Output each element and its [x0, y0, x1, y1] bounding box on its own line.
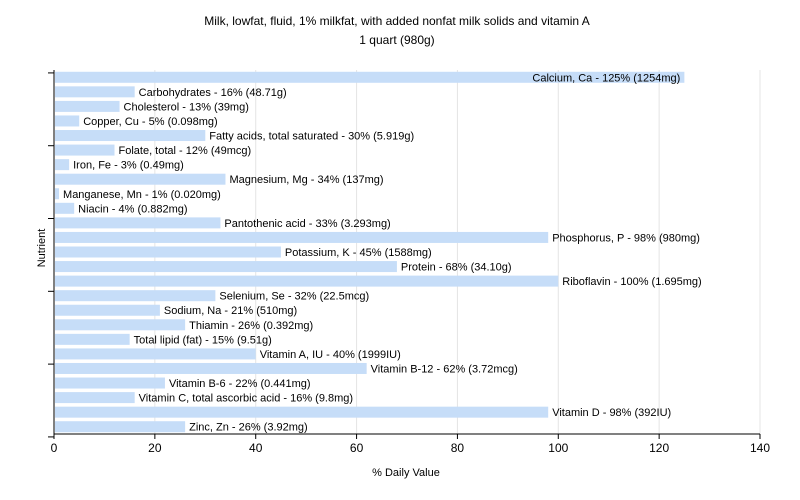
x-tick-label: 140	[750, 441, 770, 455]
bar	[55, 202, 75, 214]
bar-label: Phosphorus, P - 98% (980mg)	[552, 232, 700, 244]
bar-label: Carbohydrates - 16% (48.71g)	[139, 87, 287, 99]
chart-title: Milk, lowfat, fluid, 1% milkfat, with ad…	[204, 14, 590, 28]
bar	[55, 188, 60, 200]
bar-label: Niacin - 4% (0.882mg)	[78, 203, 187, 215]
bar	[55, 217, 221, 229]
bar-label: Fatty acids, total saturated - 30% (5.91…	[209, 131, 414, 143]
gridlines	[154, 70, 761, 434]
bar	[55, 86, 135, 98]
bar	[55, 392, 135, 404]
bar	[55, 231, 549, 243]
bar-label: Potassium, K - 45% (1588mg)	[285, 247, 432, 259]
bar-label: Vitamin C, total ascorbic acid - 16% (9.…	[139, 393, 353, 405]
bar	[55, 290, 216, 302]
bars-group: Calcium, Ca - 125% (1254mg) Carbohydrates…	[55, 71, 702, 434]
bar-label: Zinc, Zn - 26% (3.92mg)	[189, 422, 308, 434]
bar-label: Pantothenic acid - 33% (3.293mg)	[224, 218, 390, 230]
x-tick-label: 120	[649, 441, 669, 455]
x-axis-label: % Daily Value	[372, 467, 440, 479]
bar	[55, 362, 367, 374]
bar-label: Vitamin D - 98% (392IU)	[552, 407, 671, 419]
x-tick-label: 80	[451, 441, 465, 455]
axes: 0 20 40 60 80 100 120 140	[48, 70, 770, 455]
bar	[55, 115, 80, 127]
bar-label: Manganese, Mn - 1% (0.020mg)	[63, 189, 221, 201]
bar	[55, 71, 685, 83]
bar-label: Copper, Cu - 5% (0.098mg)	[83, 116, 218, 128]
bar-label: Riboflavin - 100% (1.695mg)	[562, 276, 701, 288]
bar-label: Calcium, Ca - 125% (1254mg)	[532, 72, 680, 84]
bar-label: Vitamin B-12 - 62% (3.72mcg)	[371, 363, 518, 375]
bar	[55, 130, 206, 142]
x-tick-label: 20	[148, 441, 162, 455]
x-tick-label: 60	[350, 441, 364, 455]
bar	[55, 406, 549, 418]
x-tick-label: 0	[51, 441, 58, 455]
bar	[55, 246, 281, 258]
chart-subtitle: 1 quart (980g)	[359, 33, 434, 47]
bar-label: Selenium, Se - 32% (22.5mcg)	[219, 291, 369, 303]
bar-label: Iron, Fe - 3% (0.49mg)	[73, 160, 184, 172]
bar-label: Total lipid (fat) - 15% (9.51g)	[134, 334, 272, 346]
bar	[55, 261, 397, 273]
bar-label: Vitamin B-6 - 22% (0.441mg)	[169, 378, 311, 390]
bar-label: Thiamin - 26% (0.392mg)	[189, 320, 313, 332]
bar	[55, 348, 256, 360]
bar	[55, 173, 226, 185]
bar	[55, 100, 120, 112]
bar	[55, 333, 130, 345]
bar	[55, 421, 186, 433]
bar-label: Sodium, Na - 21% (510mg)	[164, 305, 297, 317]
bar-label: Cholesterol - 13% (39mg)	[124, 101, 249, 113]
bar	[55, 319, 186, 331]
bar	[55, 159, 70, 171]
bar	[55, 377, 165, 389]
y-axis-label: Nutrient	[36, 229, 48, 268]
bar	[55, 144, 115, 156]
x-tick-label: 100	[548, 441, 568, 455]
x-tick-label: 40	[249, 441, 263, 455]
bar-label: Magnesium, Mg - 34% (137mg)	[229, 174, 383, 186]
bar-label: Protein - 68% (34.10g)	[401, 262, 512, 274]
bar	[55, 275, 559, 287]
bar-label: Vitamin A, IU - 40% (1999IU)	[260, 349, 401, 361]
bar	[55, 304, 160, 316]
bar-label: Folate, total - 12% (49mcg)	[119, 145, 252, 157]
